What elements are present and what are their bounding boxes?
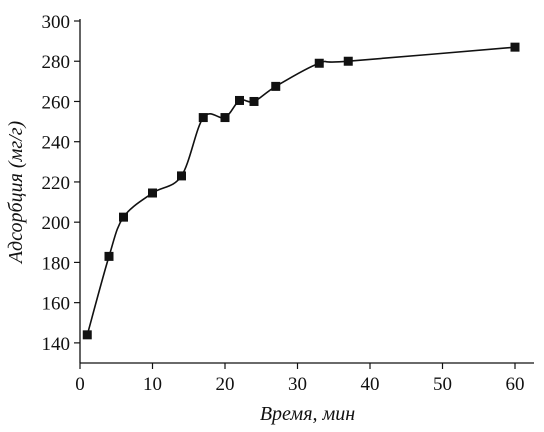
tick-labels: 140 160 180 200 220 240 260 280 300 0 10 20 30 40 50 60 xyxy=(42,12,525,395)
data-point xyxy=(249,96,259,106)
data-point xyxy=(198,113,208,123)
data-point xyxy=(148,188,157,198)
axes xyxy=(79,19,534,364)
data-point xyxy=(220,113,230,123)
data-point xyxy=(314,58,324,68)
y-tick-label: 220 xyxy=(42,173,71,194)
data-point xyxy=(104,251,114,261)
data-point xyxy=(82,330,92,340)
y-tick-label: 260 xyxy=(42,92,71,113)
x-tick-label: 30 xyxy=(288,374,307,395)
y-tick-label: 160 xyxy=(42,294,71,315)
x-tick-label: 60 xyxy=(506,374,525,395)
data-point xyxy=(271,81,281,91)
x-tick-label: 0 xyxy=(75,374,85,395)
data-point xyxy=(119,212,128,222)
y-tick-label: 280 xyxy=(42,52,71,73)
x-tick-label: 20 xyxy=(216,374,235,395)
tick-marks xyxy=(74,20,516,369)
data-point xyxy=(343,56,353,66)
data-point xyxy=(235,95,244,105)
y-tick-label: 200 xyxy=(42,213,71,234)
data-point xyxy=(177,171,186,181)
y-tick-label: 140 xyxy=(42,334,71,355)
x-axis-label: Время, мин xyxy=(260,403,355,425)
x-tick-label: 10 xyxy=(143,374,162,395)
data-points xyxy=(82,42,520,340)
x-tick-label: 40 xyxy=(361,374,380,395)
y-tick-label: 300 xyxy=(42,12,71,33)
x-tick-label: 50 xyxy=(433,374,452,395)
y-tick-label: 240 xyxy=(42,133,71,154)
data-point xyxy=(510,42,520,52)
y-axis-label: Адсорбция (мг/г) xyxy=(5,121,27,266)
y-tick-label: 180 xyxy=(42,253,71,274)
